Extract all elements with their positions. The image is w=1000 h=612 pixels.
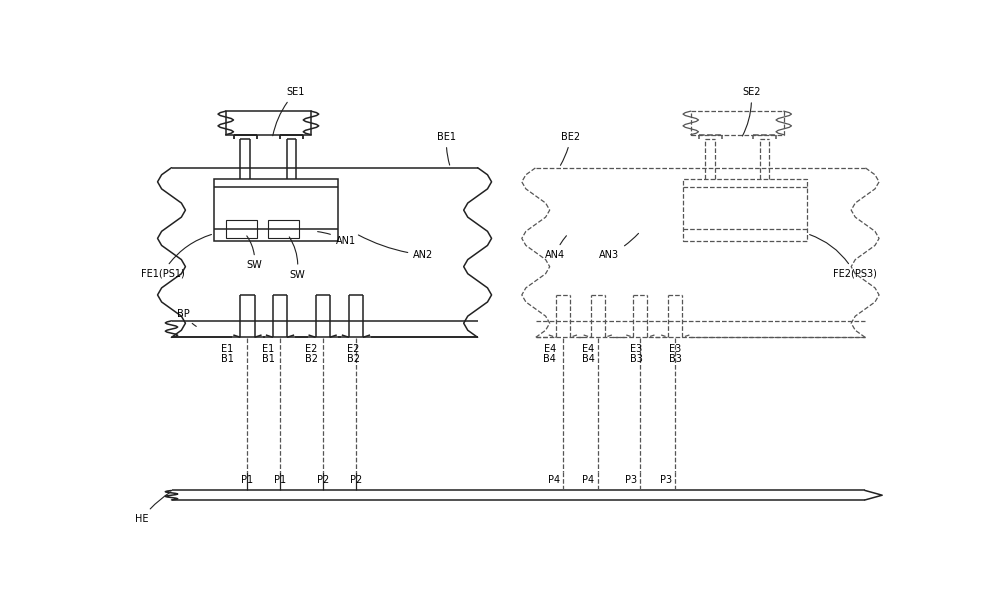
Text: P1: P1	[274, 475, 286, 485]
Text: E1: E1	[221, 344, 233, 354]
Text: B1: B1	[221, 354, 234, 365]
Text: P1: P1	[241, 475, 254, 485]
Text: B3: B3	[669, 354, 682, 365]
Text: SE1: SE1	[273, 88, 305, 136]
Text: BE1: BE1	[437, 132, 456, 165]
Text: P3: P3	[625, 475, 637, 485]
Text: AN2: AN2	[358, 235, 434, 260]
Text: E1: E1	[262, 344, 274, 354]
Text: BE2: BE2	[560, 132, 580, 165]
Text: SW: SW	[247, 236, 262, 271]
Text: B1: B1	[262, 354, 275, 365]
Text: B2: B2	[347, 354, 360, 365]
Text: AN4: AN4	[545, 236, 566, 260]
Text: FE1(PS1): FE1(PS1)	[140, 234, 211, 278]
Text: BP: BP	[177, 309, 196, 326]
Text: FE2(PS3): FE2(PS3)	[810, 234, 877, 278]
Text: E2: E2	[305, 344, 317, 354]
Text: SW: SW	[289, 237, 305, 280]
Text: E4: E4	[544, 344, 556, 354]
Text: B4: B4	[543, 354, 556, 365]
Text: E2: E2	[347, 344, 360, 354]
Text: P3: P3	[660, 475, 672, 485]
Text: E4: E4	[582, 344, 595, 354]
Bar	[226, 111, 311, 135]
Text: E3: E3	[630, 344, 643, 354]
Text: AN1: AN1	[318, 231, 356, 246]
Bar	[226, 220, 257, 238]
Text: B4: B4	[582, 354, 595, 365]
Text: P4: P4	[582, 475, 595, 485]
Bar	[691, 111, 784, 135]
Text: P4: P4	[548, 475, 560, 485]
Bar	[268, 220, 299, 238]
Text: HE: HE	[135, 492, 171, 524]
Text: B3: B3	[630, 354, 643, 365]
Bar	[683, 179, 807, 241]
Text: P2: P2	[350, 475, 362, 485]
Text: B2: B2	[304, 354, 318, 365]
Text: SE2: SE2	[742, 88, 760, 136]
Text: AN3: AN3	[599, 233, 639, 260]
Bar	[214, 179, 338, 241]
Text: P2: P2	[316, 475, 329, 485]
Text: E3: E3	[669, 344, 681, 354]
